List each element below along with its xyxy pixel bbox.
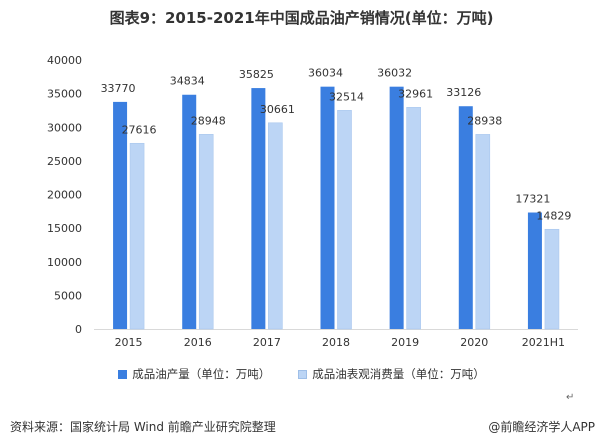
- bar-production: [320, 86, 335, 329]
- source-note: 资料来源：国家统计局 Wind 前瞻产业研究院整理: [10, 420, 276, 434]
- bar-consumption: [337, 110, 352, 330]
- y-tick-label: 35000: [47, 88, 82, 101]
- bar-consumption: [268, 122, 283, 330]
- data-label-production: 36032: [377, 67, 412, 80]
- bar-production: [527, 212, 542, 329]
- bar-consumption: [544, 228, 560, 330]
- legend-item-consumption: 成品油表观消费量（单位：万吨）: [298, 366, 485, 382]
- bar-production: [458, 106, 473, 329]
- y-tick-label: 40000: [47, 54, 82, 67]
- y-tick-label: 0: [75, 323, 82, 336]
- data-label-production: 33126: [446, 86, 481, 99]
- y-tick-label: 30000: [47, 121, 82, 134]
- legend-label-consumption: 成品油表观消费量（单位：万吨）: [312, 367, 485, 381]
- data-label-consumption: 14829: [536, 209, 571, 222]
- y-tick-label: 15000: [47, 222, 82, 235]
- data-label-production: 17321: [515, 193, 550, 206]
- data-label-consumption: 32961: [398, 87, 433, 100]
- data-label-production: 33770: [101, 82, 136, 95]
- bar-consumption: [406, 107, 421, 330]
- data-label-consumption: 28938: [467, 114, 502, 127]
- y-tick-label: 10000: [47, 256, 82, 269]
- x-tick-label: 2020: [460, 336, 488, 349]
- data-label-production: 36034: [308, 67, 343, 80]
- y-tick-label: 20000: [47, 189, 82, 202]
- chart-title: 图表9：2015-2021年中国成品油产销情况(单位：万吨): [109, 9, 494, 27]
- data-label-consumption: 30661: [260, 103, 295, 116]
- data-label-consumption: 28948: [191, 114, 226, 127]
- chart-legend: 成品油产量（单位：万吨） 成品油表观消费量（单位：万吨）: [0, 366, 603, 382]
- data-label-consumption: 27616: [122, 123, 157, 136]
- brand-credit: @前瞻经济学人APP: [488, 420, 595, 434]
- x-tick-label: 2021H1: [522, 336, 565, 349]
- data-label-production: 34834: [170, 75, 205, 88]
- x-tick-label: 2016: [184, 336, 212, 349]
- bar-production: [113, 101, 128, 329]
- bar-consumption: [475, 134, 491, 330]
- legend-item-production: 成品油产量（单位：万吨）: [118, 366, 270, 382]
- x-tick-label: 2018: [322, 336, 350, 349]
- bar-production: [182, 94, 197, 329]
- data-label-consumption: 32514: [329, 90, 364, 103]
- legend-swatch-consumption: [298, 369, 308, 379]
- bar-consumption: [129, 142, 145, 330]
- x-tick-label: 2019: [391, 336, 419, 349]
- y-tick-label: 5000: [54, 289, 82, 302]
- bar-production: [389, 86, 404, 329]
- legend-swatch-production: [118, 369, 128, 379]
- x-tick-label: 2017: [253, 336, 281, 349]
- bar-production: [251, 88, 266, 329]
- data-label-production: 35825: [239, 68, 274, 81]
- bar-consumption: [198, 134, 214, 330]
- legend-label-production: 成品油产量（单位：万吨）: [132, 367, 271, 381]
- y-tick-label: 25000: [47, 155, 82, 168]
- x-tick-label: 2015: [115, 336, 143, 349]
- return-mark-icon: ↵: [566, 392, 575, 403]
